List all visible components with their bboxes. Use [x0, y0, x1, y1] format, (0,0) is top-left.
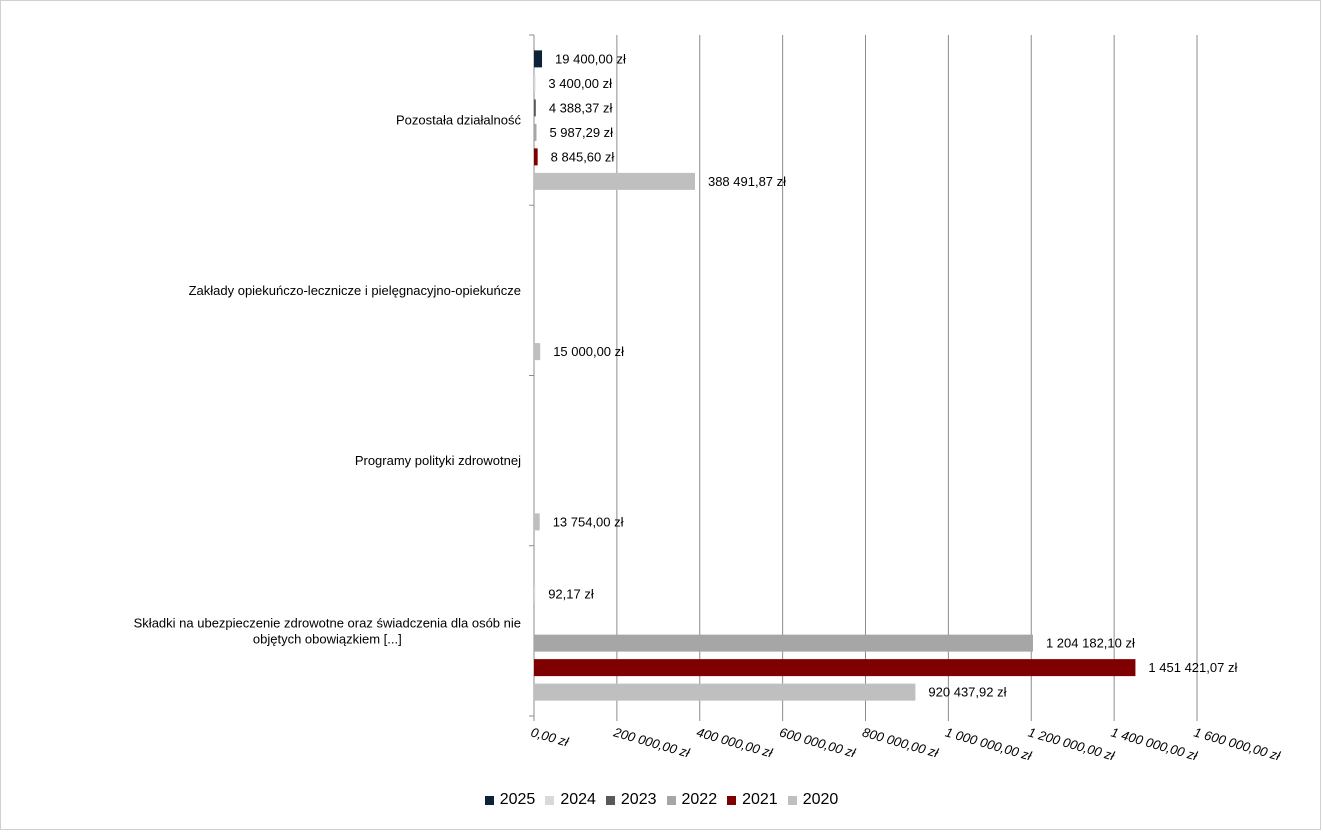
data-label: 19 400,00 zł: [555, 51, 626, 66]
legend-label: 2022: [681, 791, 718, 808]
bar-2024: [534, 585, 536, 603]
category-label: Programy polityki zdrowotnej: [355, 453, 521, 468]
bar-2022: [534, 123, 537, 141]
legend-swatch: [484, 795, 494, 805]
legend-swatch: [666, 795, 676, 805]
category-label: Pozostała działalność: [396, 113, 522, 128]
legend-item-2022: 2022: [666, 791, 718, 809]
x-tick-label: 1 600 000,00 zł: [1192, 724, 1283, 763]
category-label: Składki na ubezpieczenie zdrowotne oraz …: [134, 615, 521, 646]
bar-2022: [534, 634, 1033, 652]
bar-2023: [534, 99, 536, 117]
data-label: 1 204 182,10 zł: [1046, 636, 1135, 651]
bar-2020: [534, 343, 541, 361]
x-tick-label: 0,00 zł: [529, 724, 571, 749]
x-tick-label: 200 000,00 zł: [611, 724, 692, 761]
chart-legend: 2025 2024 2023 2022 2021 2020: [0, 791, 1323, 809]
data-label: 5 987,29 zł: [549, 125, 613, 140]
legend-item-2024: 2024: [545, 791, 596, 809]
bar-2020: [534, 513, 540, 531]
legend-item-2021: 2021: [727, 791, 778, 809]
data-label: 15 000,00 zł: [553, 344, 624, 359]
legend-swatch: [605, 795, 615, 805]
data-label: 3 400,00 zł: [548, 76, 612, 91]
legend-label: 2023: [620, 791, 657, 808]
legend-label: 2024: [560, 791, 596, 808]
x-tick-label: 1 000 000,00 zł: [944, 724, 1035, 763]
bar-2021: [534, 659, 1136, 677]
data-label: 8 845,60 zł: [551, 149, 615, 164]
category-label: Zakłady opiekuńczo-lecznicze i pielęgnac…: [189, 283, 521, 298]
data-label: 920 437,92 zł: [928, 685, 1006, 700]
legend-swatch: [545, 795, 555, 805]
bar-2020: [534, 172, 695, 190]
x-tick-label: 400 000,00 zł: [695, 724, 775, 760]
legend-swatch: [787, 795, 797, 805]
data-label: 13 754,00 zł: [553, 514, 624, 529]
data-label: 1 451 421,07 zł: [1148, 660, 1237, 675]
legend-item-2023: 2023: [605, 791, 657, 809]
x-tick-label: 800 000,00 zł: [861, 724, 941, 760]
bar-2025: [534, 50, 543, 68]
legend-item-2025: 2025: [484, 791, 536, 809]
x-tick-label: 600 000,00 zł: [778, 724, 858, 760]
data-label: 4 388,37 zł: [549, 100, 613, 115]
x-tick-label: 1 200 000,00 zł: [1026, 724, 1117, 763]
bar-2020: [534, 683, 916, 701]
bar-2024: [534, 74, 536, 92]
bar-2021: [534, 148, 538, 166]
legend-label: 2020: [802, 791, 839, 808]
legend-label: 2021: [742, 791, 778, 808]
data-label: 92,17 zł: [548, 587, 594, 602]
legend-swatch: [727, 795, 737, 805]
data-label: 388 491,87 zł: [708, 174, 786, 189]
x-tick-label: 1 400 000,00 zł: [1109, 724, 1200, 763]
legend-item-2020: 2020: [787, 791, 839, 809]
legend-label: 2025: [499, 791, 536, 808]
